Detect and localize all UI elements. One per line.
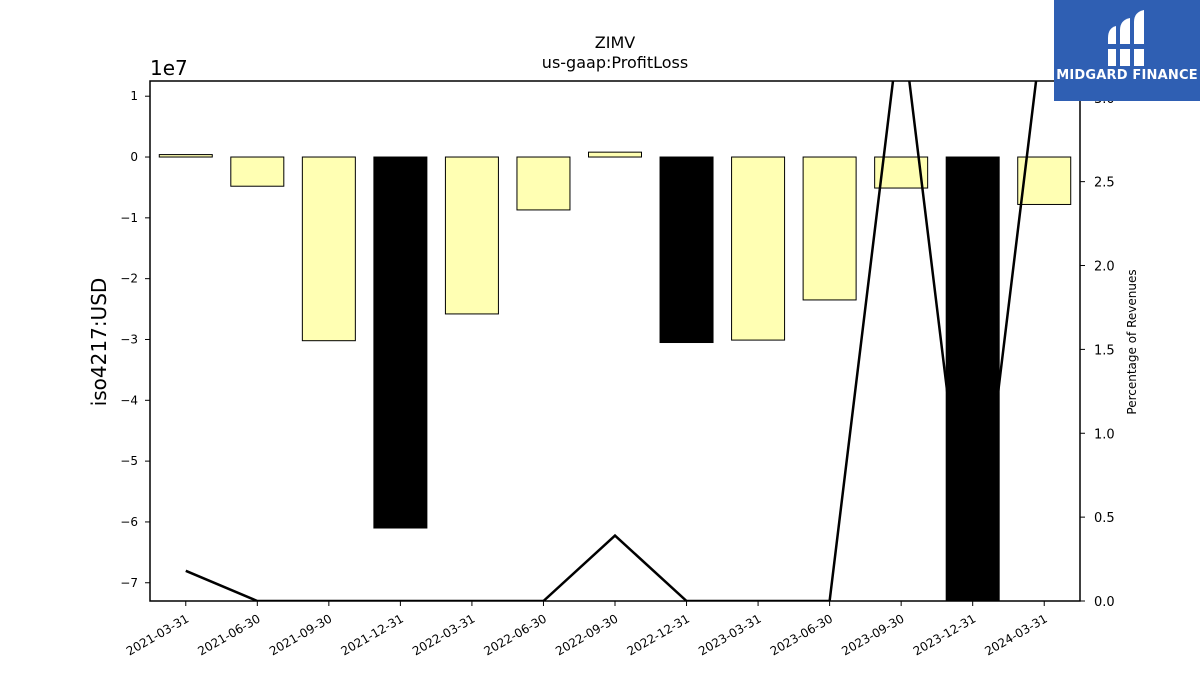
bar-2022-12-31 <box>659 156 714 344</box>
y-tick-label: −5 <box>120 454 138 468</box>
bar-2021-06-30 <box>230 156 285 187</box>
line-group <box>185 81 1038 601</box>
bar-2022-06-30 <box>516 156 571 211</box>
x-tick-label: 2023-06-30 <box>768 611 835 658</box>
logo-text: MIDGARD FINANCE <box>1056 68 1198 83</box>
x-tick-label: 2022-12-31 <box>625 611 692 658</box>
x-tick-label: 2023-12-31 <box>911 611 978 658</box>
y-tick-label: −7 <box>120 576 138 590</box>
y2-tick-label: 2.5 <box>1094 176 1115 191</box>
logo-mark-icon <box>1106 10 1148 66</box>
x-tick-label: 2022-06-30 <box>482 611 549 658</box>
y-tick-label: −3 <box>120 332 138 346</box>
chart-subtitle: us-gaap:ProfitLoss <box>542 53 688 72</box>
y2-tick-label: 2.0 <box>1094 260 1115 275</box>
bar-2021-03-31 <box>158 154 213 158</box>
bar-2022-03-31 <box>444 156 499 315</box>
brand-logo: MIDGARD FINANCE <box>1054 0 1200 101</box>
y2-tick-label: 0.0 <box>1094 595 1115 610</box>
x-tick-label: 2024-03-31 <box>982 611 1049 658</box>
bar-2023-12-31 <box>945 156 1000 602</box>
y2-tick-label: 0.5 <box>1094 511 1115 526</box>
bar-2023-06-30 <box>802 156 857 301</box>
x-tick-label: 2021-06-30 <box>195 611 262 658</box>
y-axis-multiplier: 1e7 <box>150 56 188 80</box>
y2-tick-label: 1.5 <box>1094 343 1115 358</box>
y-tick-label: −2 <box>120 272 138 286</box>
x-tick-label: 2021-03-31 <box>124 611 191 658</box>
bar-2022-09-30 <box>588 151 642 158</box>
bar-2021-12-31 <box>373 156 428 529</box>
bars-group <box>158 151 1072 602</box>
x-tick-label: 2021-12-31 <box>338 611 405 658</box>
y-tick-label: −4 <box>120 393 138 407</box>
y-tick-label: −6 <box>120 515 138 529</box>
x-tick-label: 2023-09-30 <box>839 611 906 658</box>
bar-2021-09-30 <box>301 156 356 342</box>
series-line-percentage-of-revenues <box>185 81 1038 601</box>
y-tick-label: 0 <box>130 150 138 164</box>
y2-axis-label: Percentage of Revenues <box>1125 269 1139 414</box>
bar-2023-03-31 <box>731 156 786 341</box>
x-tick-label: 2022-09-30 <box>553 611 620 658</box>
x-tick-label: 2021-09-30 <box>267 611 334 658</box>
x-tick-label: 2023-03-31 <box>696 611 763 658</box>
y-tick-label: −1 <box>120 211 138 225</box>
y-axis-label: iso4217:USD <box>87 278 111 407</box>
chart-title: ZIMV <box>595 33 635 52</box>
y2-tick-label: 1.0 <box>1094 427 1115 442</box>
x-tick-label: 2022-03-31 <box>410 611 477 658</box>
y-tick-label: 1 <box>130 89 138 103</box>
